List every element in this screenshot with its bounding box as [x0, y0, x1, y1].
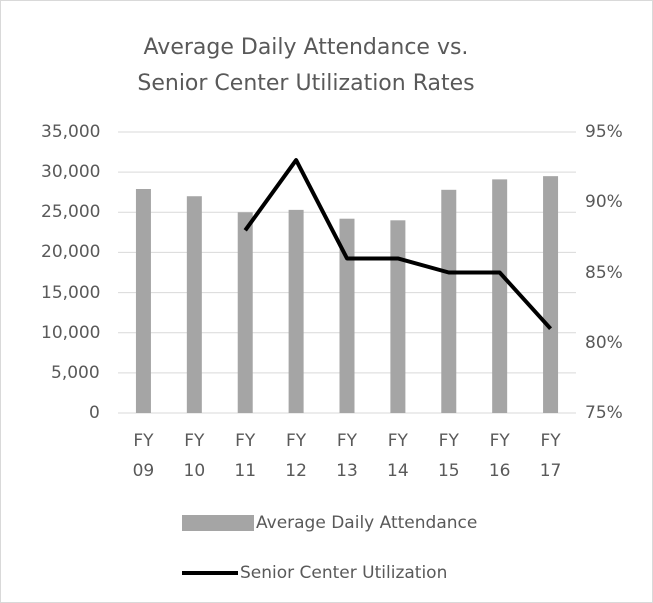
x-tick-label: FY 16: [488, 431, 511, 481]
y-tick-label: 10,000: [41, 322, 101, 343]
y-tick-label: 20,000: [41, 242, 101, 263]
x-tick-label: FY 14: [387, 431, 409, 481]
y2-tick-label: 85%: [585, 262, 623, 283]
y2-tick-label: 80%: [585, 332, 623, 353]
y2-tick-label: 90%: [585, 192, 623, 213]
y-tick-label: 5,000: [51, 362, 100, 383]
legend-swatch: [182, 515, 254, 531]
line: [243, 158, 553, 331]
bar: [390, 220, 406, 413]
bar: [441, 189, 457, 413]
bar: [288, 209, 304, 413]
y-tick-label: 35,000: [41, 122, 101, 142]
x-tick-label: FY 11: [234, 431, 257, 481]
bar: [186, 196, 202, 413]
y-tick-label: 25,000: [41, 202, 101, 223]
bar: [237, 212, 253, 413]
x-tick-label: FY 09: [132, 431, 155, 481]
bar: [543, 176, 559, 413]
y-tick-label: 15,000: [41, 282, 101, 303]
legend-label: Senior Center Utilization: [240, 563, 448, 583]
x-tick-label: FY 12: [285, 431, 307, 481]
x-tick-label: FY 15: [437, 431, 460, 481]
y-tick-label: 0: [89, 403, 100, 423]
y2-tick-label: 75%: [585, 403, 623, 423]
bar: [135, 189, 151, 413]
bar: [339, 218, 355, 413]
y2-tick-label: 95%: [585, 122, 623, 142]
legend-label: Average Daily Attendance: [256, 513, 478, 533]
x-tick-label: FY 10: [183, 431, 206, 481]
x-tick-label: FY 17: [539, 431, 562, 481]
x-tick-label: FY 13: [336, 431, 358, 481]
y-tick-label: 30,000: [41, 162, 101, 183]
chart-title: Average Daily Attendance vs. Senior Cent…: [137, 35, 475, 96]
bar: [492, 179, 508, 413]
